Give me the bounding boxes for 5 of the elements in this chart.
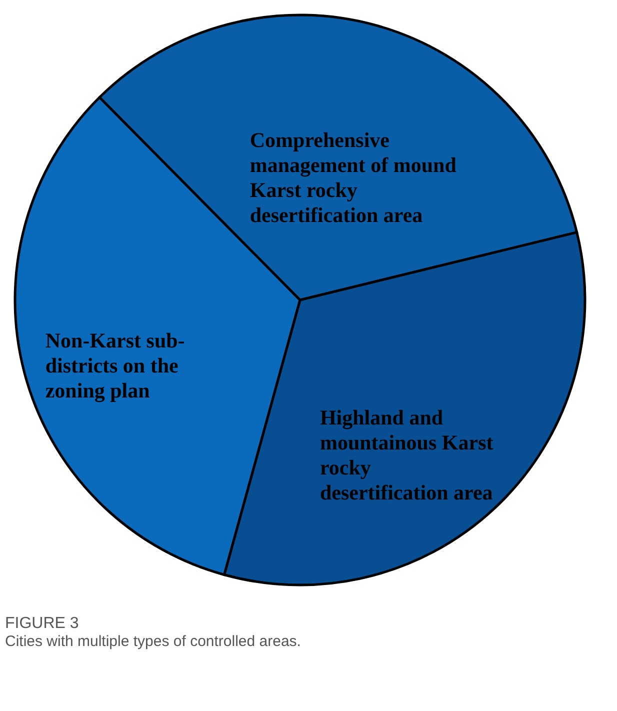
slice-label: Comprehensive management of mound Karst rocky desertification area — [250, 128, 457, 228]
slice-label: Highland and mountainous Karst rocky desertification area — [320, 405, 494, 504]
text: Cities with multiple types of controlled areas. — [5, 633, 301, 650]
slice-label: Non-Karst sub-districts on the zoning plan — [45, 328, 185, 403]
text: FIGURE 3 — [5, 615, 79, 632]
